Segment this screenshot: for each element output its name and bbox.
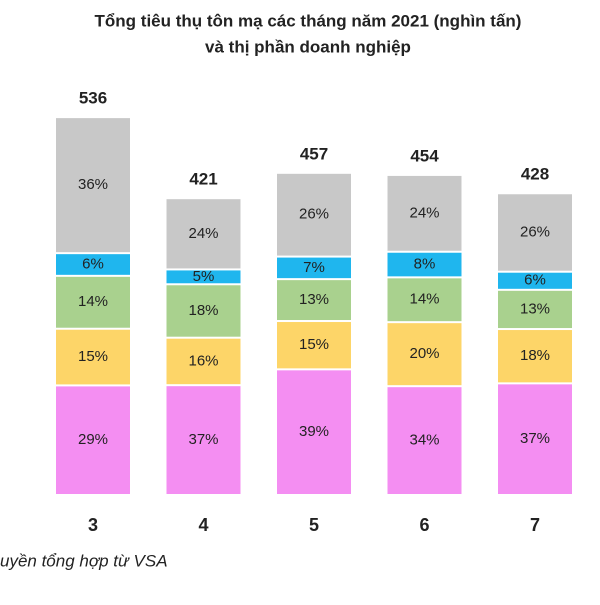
x-tick-label: 6: [419, 515, 429, 535]
segment-label: 6%: [524, 272, 546, 289]
bar-segment: [277, 370, 351, 494]
bar-segment: [387, 278, 462, 322]
bar-segment: [56, 329, 130, 385]
bar-segment: [166, 199, 241, 269]
total-label: 428: [521, 165, 549, 184]
segment-label: 18%: [520, 347, 550, 364]
bar-segment: [277, 322, 351, 369]
bar-segment: [387, 252, 462, 277]
segment-label: 29%: [78, 431, 108, 448]
segment-label: 6%: [82, 255, 104, 272]
segment-label: 5%: [193, 268, 215, 285]
bar-segment: [277, 257, 351, 279]
segment-label: 14%: [78, 293, 108, 310]
segment-label: 13%: [299, 291, 329, 308]
bar-segment: [498, 290, 572, 329]
segment-label: 18%: [188, 302, 218, 319]
segment-label: 15%: [78, 348, 108, 365]
total-label: 457: [300, 144, 328, 163]
x-tick-label: 5: [309, 515, 319, 535]
bar-segment: [387, 387, 462, 494]
total-label: 421: [189, 170, 217, 189]
segment-label: 14%: [409, 291, 439, 308]
bar-segment: [56, 254, 130, 275]
chart-title: Tổng tiêu thụ tôn mạ các tháng năm 2021 …: [95, 11, 522, 30]
bar-segment: [56, 118, 130, 253]
segment-label: 37%: [520, 430, 550, 447]
x-tick-label: 3: [88, 515, 98, 535]
bar-segment: [498, 384, 572, 494]
segment-label: 24%: [409, 204, 439, 221]
segment-label: 39%: [299, 423, 329, 440]
segment-label: 15%: [299, 336, 329, 353]
segment-label: 36%: [78, 176, 108, 193]
segment-label: 8%: [414, 256, 436, 273]
x-tick-label: 7: [530, 515, 540, 535]
chart-subtitle: và thị phần doanh nghiệp: [205, 37, 411, 56]
bar-segment: [498, 330, 572, 383]
segment-label: 26%: [520, 223, 550, 240]
segment-label: 13%: [520, 300, 550, 317]
bar-segment: [166, 386, 241, 494]
segment-label: 16%: [188, 352, 218, 369]
bar-segment: [277, 173, 351, 256]
segment-label: 37%: [188, 431, 218, 448]
bar-segment: [56, 276, 130, 328]
segment-label: 26%: [299, 206, 329, 223]
segment-label: 34%: [409, 432, 439, 449]
bar-segment: [387, 323, 462, 386]
bar-segment: [166, 338, 241, 385]
bar-segment: [498, 272, 572, 289]
x-tick-label: 4: [198, 515, 208, 535]
bar-segment: [166, 270, 241, 284]
segment-label: 20%: [409, 345, 439, 362]
source: uyền tổng hợp từ VSA: [0, 551, 168, 570]
bar-segment: [56, 386, 130, 494]
bar-segment: [166, 285, 241, 337]
total-label: 454: [410, 146, 439, 165]
bar-segment: [277, 280, 351, 321]
bar-segment: [498, 194, 572, 271]
bar-segment: [387, 175, 462, 251]
segment-label: 7%: [303, 259, 325, 276]
total-label: 536: [79, 89, 107, 108]
segment-label: 24%: [188, 225, 218, 242]
